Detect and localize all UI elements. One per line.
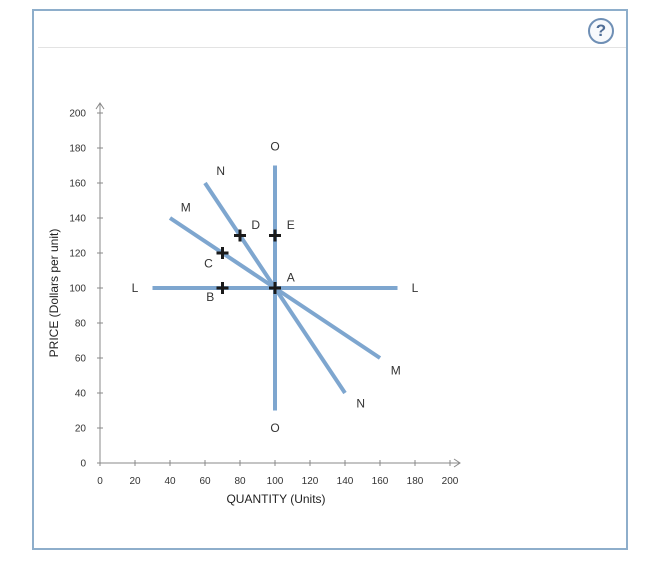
point-label-a: A (287, 271, 295, 285)
curve-label-l: L (412, 281, 419, 295)
point-b (216, 282, 229, 294)
y-tick-label: 140 (69, 214, 86, 225)
y-tick-label: 180 (69, 144, 86, 155)
point-label-d: D (251, 218, 260, 232)
chart-frame (32, 9, 628, 550)
curve-label-o: O (270, 421, 279, 435)
point-label-e: E (287, 218, 295, 232)
x-tick-label: 140 (337, 476, 354, 487)
x-tick-label: 80 (234, 476, 246, 487)
header-divider (38, 47, 626, 48)
x-tick-label: 120 (302, 476, 319, 487)
labels: L L M M N N O O A B C D E (132, 139, 419, 435)
point-c (216, 247, 229, 259)
curve-label-m: M (181, 201, 191, 215)
x-tick-label: 180 (407, 476, 424, 487)
y-tick-label: 80 (75, 319, 87, 330)
y-tick-label: 100 (69, 284, 86, 295)
curve-label-o: O (270, 139, 279, 153)
y-tick-label: 20 (75, 424, 87, 435)
x-tick-label: 200 (442, 476, 459, 487)
point-label-c: C (204, 257, 213, 271)
y-tick-label: 40 (75, 389, 87, 400)
x-tick-label: 60 (199, 476, 211, 487)
x-tick-label: 100 (267, 476, 284, 487)
y-tick-label: 200 (69, 109, 86, 120)
curve-label-n: N (356, 397, 365, 411)
x-tick-label: 160 (372, 476, 389, 487)
y-tick-label: 120 (69, 249, 86, 260)
x-tick-label: 0 (97, 476, 103, 487)
curve-label-l: L (132, 281, 139, 295)
help-button[interactable]: ? (588, 18, 614, 44)
y-axis-arrow (95, 102, 105, 110)
y-tick-label: 0 (80, 459, 86, 470)
point-d (234, 229, 246, 242)
point-a (269, 282, 281, 294)
y-tick-label: 60 (75, 354, 87, 365)
point-label-b: B (206, 290, 214, 304)
y-tick-label: 160 (69, 179, 86, 190)
points (216, 229, 281, 294)
x-axis-label: QUANTITY (Units) (226, 492, 325, 506)
axes: 0 20 40 60 80 100 120 140 160 180 200 0 20 40 60 80 100 1… (47, 102, 461, 506)
point-e (269, 229, 281, 242)
x-axis-arrow (453, 458, 461, 468)
x-tick-label: 40 (164, 476, 176, 487)
curve-label-m: M (391, 363, 401, 377)
curve-label-n: N (216, 164, 225, 178)
y-axis-label: PRICE (Dollars per unit) (47, 229, 61, 358)
x-tick-label: 20 (129, 476, 141, 487)
